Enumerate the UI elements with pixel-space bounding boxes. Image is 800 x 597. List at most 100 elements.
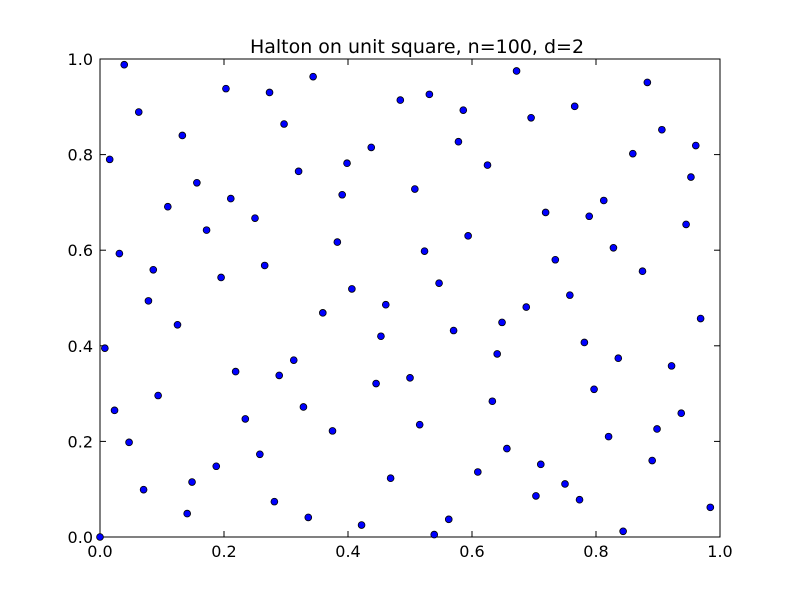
data-point — [183, 509, 191, 518]
data-point — [217, 273, 225, 282]
data-point — [420, 247, 429, 255]
data-point — [260, 261, 269, 270]
data-point — [372, 379, 380, 388]
data-point — [527, 113, 535, 122]
data-point — [299, 403, 308, 411]
y-tick-label: 0.2 — [68, 432, 93, 451]
data-point — [202, 226, 211, 234]
data-point — [125, 438, 133, 447]
data-points — [96, 60, 715, 541]
data-point — [381, 300, 390, 309]
data-point — [580, 338, 589, 347]
data-point — [415, 420, 424, 429]
y-tick-label: 1.0 — [68, 50, 93, 69]
data-point — [396, 96, 405, 104]
data-point — [105, 155, 114, 164]
data-point — [115, 249, 124, 258]
data-point — [536, 460, 545, 469]
x-tick-label: 0.4 — [335, 542, 360, 561]
data-point — [677, 409, 686, 417]
data-point — [682, 220, 690, 229]
data-point — [348, 285, 356, 293]
data-point — [173, 320, 182, 329]
data-point — [319, 309, 327, 317]
data-point — [498, 318, 506, 327]
data-point — [696, 314, 705, 323]
x-tick-label: 0.6 — [459, 542, 484, 561]
x-tick-label: 0.8 — [583, 542, 608, 561]
data-point — [459, 106, 468, 114]
data-point — [658, 125, 666, 134]
data-point — [144, 297, 153, 305]
data-point — [406, 374, 414, 382]
data-point — [706, 503, 715, 512]
data-point — [590, 385, 598, 394]
data-point — [333, 238, 342, 246]
data-point — [386, 474, 395, 483]
data-point — [289, 356, 298, 364]
data-point — [687, 173, 695, 181]
data-point — [309, 72, 317, 81]
data-point — [222, 84, 230, 93]
data-point — [178, 131, 187, 140]
data-point — [464, 232, 472, 240]
data-point — [512, 67, 521, 75]
y-tick-label: 0.6 — [68, 241, 93, 260]
x-tick-label: 1.0 — [707, 542, 732, 561]
data-point — [532, 492, 540, 500]
data-point — [411, 185, 419, 193]
data-point — [154, 391, 162, 400]
data-point — [599, 196, 608, 205]
data-point — [96, 533, 104, 541]
data-point — [585, 212, 594, 221]
data-point — [483, 161, 492, 169]
data-point — [270, 497, 279, 506]
data-point — [474, 468, 482, 476]
data-point — [435, 279, 443, 287]
data-point — [570, 102, 579, 111]
data-point — [164, 202, 172, 211]
data-point — [251, 214, 259, 222]
data-point — [604, 432, 613, 441]
data-point — [149, 265, 158, 274]
data-point — [304, 513, 313, 522]
data-point — [188, 478, 196, 486]
data-point — [231, 367, 240, 376]
data-point — [226, 194, 235, 203]
data-point — [430, 530, 439, 539]
chart-title: Halton on unit square, n=100, d=2 — [250, 36, 584, 58]
data-point — [667, 362, 676, 370]
data-point — [343, 159, 351, 168]
data-point — [294, 167, 303, 176]
data-point — [328, 427, 337, 435]
data-point — [212, 462, 221, 471]
data-point — [444, 515, 453, 524]
data-point — [425, 90, 434, 99]
data-point — [629, 149, 637, 158]
data-point — [488, 397, 497, 406]
data-point — [619, 527, 627, 536]
plot-area — [99, 58, 721, 538]
data-point — [575, 495, 584, 504]
data-point — [449, 326, 458, 335]
data-point — [503, 444, 511, 453]
y-tick-label: 0.4 — [68, 337, 93, 356]
data-point — [551, 255, 560, 264]
data-point — [110, 406, 119, 415]
data-point — [638, 267, 647, 276]
y-tick-label: 0.0 — [68, 528, 93, 547]
data-point — [280, 120, 288, 128]
data-point — [134, 108, 143, 116]
data-point — [609, 244, 618, 252]
data-point — [522, 303, 531, 311]
data-point — [614, 354, 623, 363]
data-point — [265, 88, 274, 97]
data-point — [566, 291, 574, 299]
data-point — [648, 456, 656, 465]
data-point — [120, 60, 129, 69]
data-point — [377, 332, 385, 341]
y-tick-label: 0.8 — [68, 146, 93, 165]
data-point — [256, 450, 264, 459]
